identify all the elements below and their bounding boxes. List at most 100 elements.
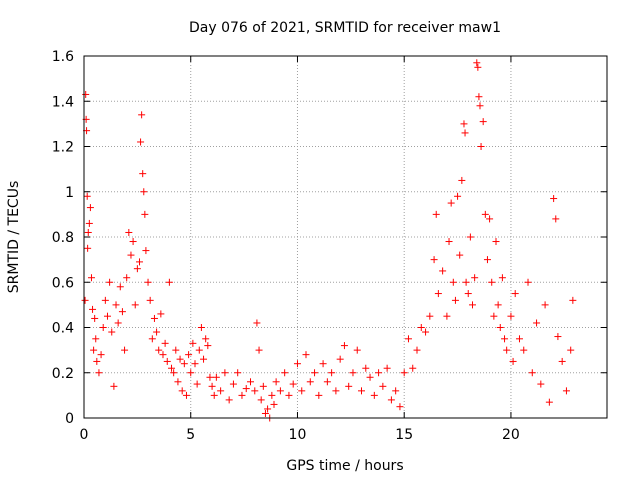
plot-frame bbox=[83, 55, 608, 419]
data-point bbox=[165, 278, 173, 286]
grid-lines bbox=[84, 56, 607, 418]
data-point bbox=[187, 369, 195, 377]
data-point bbox=[285, 391, 293, 399]
data-point bbox=[163, 357, 171, 365]
data-point bbox=[180, 360, 188, 368]
data-point bbox=[133, 265, 141, 273]
data-point bbox=[409, 364, 417, 372]
data-point bbox=[430, 256, 438, 264]
data-point bbox=[139, 170, 147, 178]
data-point bbox=[182, 391, 190, 399]
data-point bbox=[112, 301, 120, 309]
data-point bbox=[208, 382, 216, 390]
data-point bbox=[471, 274, 479, 282]
data-point bbox=[185, 351, 193, 359]
data-point bbox=[362, 364, 370, 372]
data-point bbox=[340, 342, 348, 350]
y-tick-label: 1.6 bbox=[52, 49, 74, 65]
x-axis-label: GPS time / hours bbox=[286, 458, 403, 474]
data-point bbox=[123, 274, 131, 282]
data-point bbox=[106, 278, 114, 286]
data-point bbox=[178, 387, 186, 395]
data-point bbox=[204, 342, 212, 350]
data-point bbox=[93, 357, 101, 365]
data-point bbox=[146, 296, 154, 304]
data-point bbox=[89, 305, 97, 313]
data-point bbox=[153, 328, 161, 336]
data-point bbox=[375, 369, 383, 377]
data-point bbox=[251, 387, 259, 395]
data-point bbox=[168, 364, 176, 372]
data-point bbox=[315, 391, 323, 399]
y-tick-label: 0 bbox=[65, 411, 74, 427]
data-point bbox=[319, 360, 327, 368]
data-point bbox=[97, 351, 105, 359]
data-point bbox=[426, 312, 434, 320]
data-point bbox=[400, 369, 408, 377]
data-point bbox=[370, 391, 378, 399]
data-point bbox=[332, 387, 340, 395]
data-point bbox=[466, 233, 474, 241]
data-point bbox=[481, 210, 489, 218]
data-point bbox=[422, 328, 430, 336]
data-point bbox=[486, 215, 494, 223]
data-point bbox=[298, 387, 306, 395]
x-tick-label: 10 bbox=[289, 427, 307, 443]
data-point bbox=[210, 391, 218, 399]
data-point bbox=[498, 274, 506, 282]
data-point bbox=[138, 111, 146, 119]
data-point bbox=[528, 369, 536, 377]
data-point bbox=[103, 312, 111, 320]
data-point bbox=[212, 373, 220, 381]
data-point bbox=[95, 369, 103, 377]
data-point bbox=[150, 314, 158, 322]
data-point bbox=[461, 129, 469, 137]
data-point bbox=[195, 346, 203, 354]
data-point bbox=[479, 118, 487, 126]
data-point bbox=[234, 369, 242, 377]
data-point bbox=[366, 373, 374, 381]
x-tick-label: 0 bbox=[80, 427, 89, 443]
data-point bbox=[447, 199, 455, 207]
x-tick-label: 5 bbox=[186, 427, 195, 443]
data-point bbox=[475, 93, 483, 101]
data-point bbox=[511, 290, 519, 298]
data-point bbox=[413, 346, 421, 354]
data-point bbox=[358, 387, 366, 395]
data-point bbox=[456, 251, 464, 259]
data-point bbox=[86, 204, 94, 212]
y-tick-label: 0.2 bbox=[52, 366, 74, 382]
data-point bbox=[87, 274, 95, 282]
data-point bbox=[81, 296, 89, 304]
data-point bbox=[202, 335, 210, 343]
data-point bbox=[144, 278, 152, 286]
data-point bbox=[99, 324, 107, 331]
data-point bbox=[311, 369, 319, 377]
data-point bbox=[509, 357, 517, 365]
data-point bbox=[191, 360, 199, 368]
data-point bbox=[141, 210, 149, 218]
data-point bbox=[396, 403, 404, 411]
data-point bbox=[404, 335, 412, 343]
data-point bbox=[82, 90, 90, 98]
data-point bbox=[569, 296, 577, 304]
data-point bbox=[289, 380, 297, 388]
chart-title: Day 076 of 2021, SRMTID for receiver maw… bbox=[189, 20, 501, 36]
data-point bbox=[477, 143, 485, 150]
data-point bbox=[503, 346, 511, 354]
data-point bbox=[558, 357, 566, 365]
data-point bbox=[268, 391, 276, 399]
data-point bbox=[345, 382, 353, 390]
data-point bbox=[353, 346, 361, 354]
data-point bbox=[129, 238, 137, 246]
data-point bbox=[229, 380, 237, 388]
y-tick-label: 0.8 bbox=[52, 230, 74, 246]
data-point bbox=[121, 346, 129, 354]
data-point bbox=[261, 409, 269, 417]
data-point bbox=[257, 396, 265, 404]
data-point bbox=[473, 59, 481, 67]
data-point bbox=[328, 369, 336, 377]
data-point bbox=[161, 339, 169, 347]
